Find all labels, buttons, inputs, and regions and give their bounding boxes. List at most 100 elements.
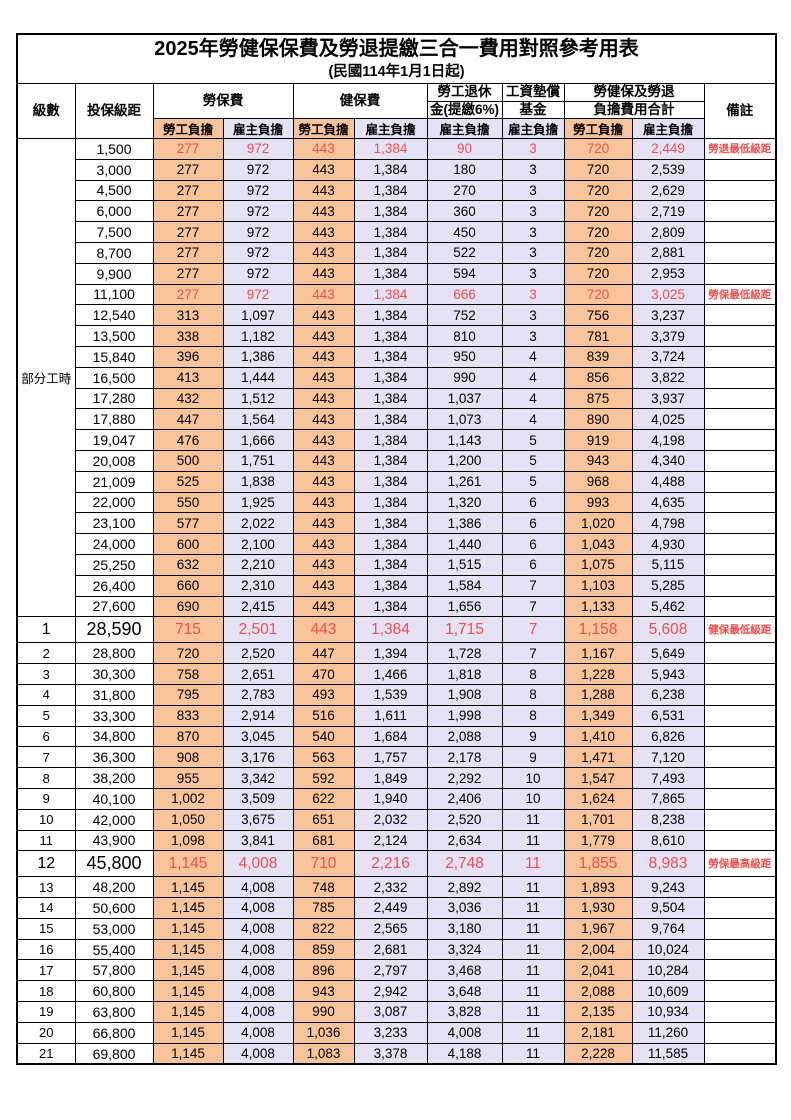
bracket-cell: 30,300 [74, 663, 154, 685]
fee-cell: 5,943 [631, 663, 705, 685]
fee-cell: 856 [563, 366, 633, 389]
note-cell [703, 808, 777, 831]
fee-cell: 7,493 [631, 767, 705, 789]
fee-cell: 2,004 [563, 938, 633, 961]
subheader-pension-employer: 雇主負擔 [426, 118, 503, 139]
fee-cell: 1,103 [563, 574, 633, 597]
note-cell [703, 304, 777, 327]
header-row-groups-2: 金(提繳6%) 基金 負擔費用合計 [17, 100, 776, 119]
fee-cell: 1,757 [353, 746, 428, 769]
fee-cell: 277 [152, 262, 224, 285]
table-row: 6,000 277 972 443 1,384 360 3 720 2,719 [17, 200, 777, 223]
fee-cell: 476 [152, 429, 224, 451]
table-row: 8 38,200 955 3,342 592 1,849 2,292 10 1,547 7,493 [16, 767, 777, 789]
fee-cell: 10 [501, 767, 565, 789]
fee-cell: 3 [501, 283, 565, 306]
col-header-pension-line1: 勞工退休 [426, 83, 503, 102]
note-cell [703, 1001, 777, 1023]
note-cell [703, 704, 777, 727]
fee-cell: 3,324 [426, 938, 503, 961]
fee-cell: 1,083 [292, 1042, 355, 1065]
bracket-cell: 57,800 [74, 959, 154, 982]
level-cell: 2 [16, 642, 76, 665]
note-cell [703, 574, 777, 597]
note-cell: 勞退最低級距 [703, 138, 777, 160]
fee-cell: 875 [563, 387, 633, 410]
fee-cell: 4,340 [631, 449, 705, 472]
note-cell [703, 725, 777, 748]
fee-cell: 2,135 [563, 1001, 633, 1023]
fee-cell: 2,634 [426, 829, 503, 852]
fee-cell: 1,384 [353, 304, 428, 327]
fee-cell: 11 [501, 959, 565, 982]
fee-cell: 720 [563, 158, 633, 181]
fee-cell: 660 [152, 574, 224, 597]
fee-cell: 5 [501, 470, 565, 493]
fee-cell: 443 [292, 449, 355, 472]
table-row: 16 55,400 1,145 4,008 859 2,681 3,324 11 2,004 10… [16, 938, 777, 961]
fee-cell: 1,384 [353, 325, 428, 347]
bracket-cell: 6,000 [74, 200, 154, 223]
fee-cell: 1,145 [152, 1021, 224, 1044]
fee-cell: 7 [501, 616, 565, 644]
fee-cell: 443 [292, 262, 355, 285]
fee-cell: 1,967 [563, 917, 633, 940]
fee-cell: 1,384 [353, 262, 428, 285]
fee-cell: 3 [501, 325, 565, 347]
level-cell: 12 [16, 850, 76, 878]
fee-cell: 919 [563, 429, 633, 451]
bracket-cell: 36,300 [74, 746, 154, 769]
fee-cell: 1,261 [426, 470, 503, 493]
bracket-cell: 12,540 [74, 304, 154, 327]
fee-cell: 277 [152, 200, 224, 223]
note-cell [703, 533, 777, 555]
fee-cell: 2,520 [222, 642, 294, 665]
note-cell [703, 980, 777, 1003]
fee-cell: 577 [152, 512, 224, 535]
fee-cell: 443 [292, 533, 355, 555]
fee-cell: 972 [222, 241, 294, 264]
fee-cell: 5 [501, 449, 565, 472]
fee-cell: 277 [152, 138, 224, 160]
fee-cell: 4,008 [222, 959, 294, 982]
fee-cell: 3,036 [426, 897, 503, 919]
table-row: 9,900 277 972 443 1,384 594 3 720 2,953 [17, 262, 777, 285]
table-row: 8,700 277 972 443 1,384 522 3 720 2,881 [17, 241, 777, 264]
fee-cell: 1,384 [353, 491, 428, 514]
fee-cell: 1,200 [426, 449, 503, 472]
col-header-wage-fund-line1: 工資墊償 [501, 83, 565, 102]
fee-cell: 443 [292, 387, 355, 410]
fee-cell: 3,468 [426, 959, 503, 982]
fee-cell: 968 [563, 470, 633, 493]
note-cell [703, 366, 777, 389]
fee-cell: 972 [222, 158, 294, 181]
subheader-health-employer: 雇主負擔 [353, 118, 428, 139]
fee-cell: 4,008 [222, 917, 294, 940]
level-cell: 21 [16, 1042, 76, 1065]
note-cell [703, 241, 777, 264]
fee-cell: 720 [563, 262, 633, 285]
note-cell [703, 746, 777, 769]
note-cell [703, 221, 777, 243]
fee-cell: 8,238 [631, 808, 705, 831]
col-header-labor-insurance: 勞保費 [152, 83, 294, 119]
fee-cell: 9,243 [631, 876, 705, 899]
fee-cell: 943 [292, 980, 355, 1003]
level-cell: 18 [16, 980, 76, 1003]
fee-cell: 1,002 [152, 787, 224, 810]
fee-cell: 3 [501, 200, 565, 223]
header-row-groups: 級數 投保級距 勞保費 健保費 勞工退休 工資墊償 勞健保及勞退 備註 [16, 83, 777, 139]
fee-cell: 8,983 [631, 850, 705, 878]
fee-cell: 493 [292, 683, 355, 706]
fee-cell: 11 [501, 938, 565, 961]
fee-cell: 1,624 [563, 787, 633, 810]
fee-cell: 943 [563, 449, 633, 472]
fee-cell: 990 [292, 1001, 355, 1023]
fee-cell: 1,384 [353, 200, 428, 223]
fee-cell: 720 [152, 642, 224, 665]
fee-cell: 4,798 [631, 512, 705, 535]
fee-cell: 277 [152, 179, 224, 202]
bracket-cell: 15,840 [74, 345, 154, 368]
fee-cell: 1,037 [426, 387, 503, 410]
fee-cell: 3 [501, 304, 565, 327]
